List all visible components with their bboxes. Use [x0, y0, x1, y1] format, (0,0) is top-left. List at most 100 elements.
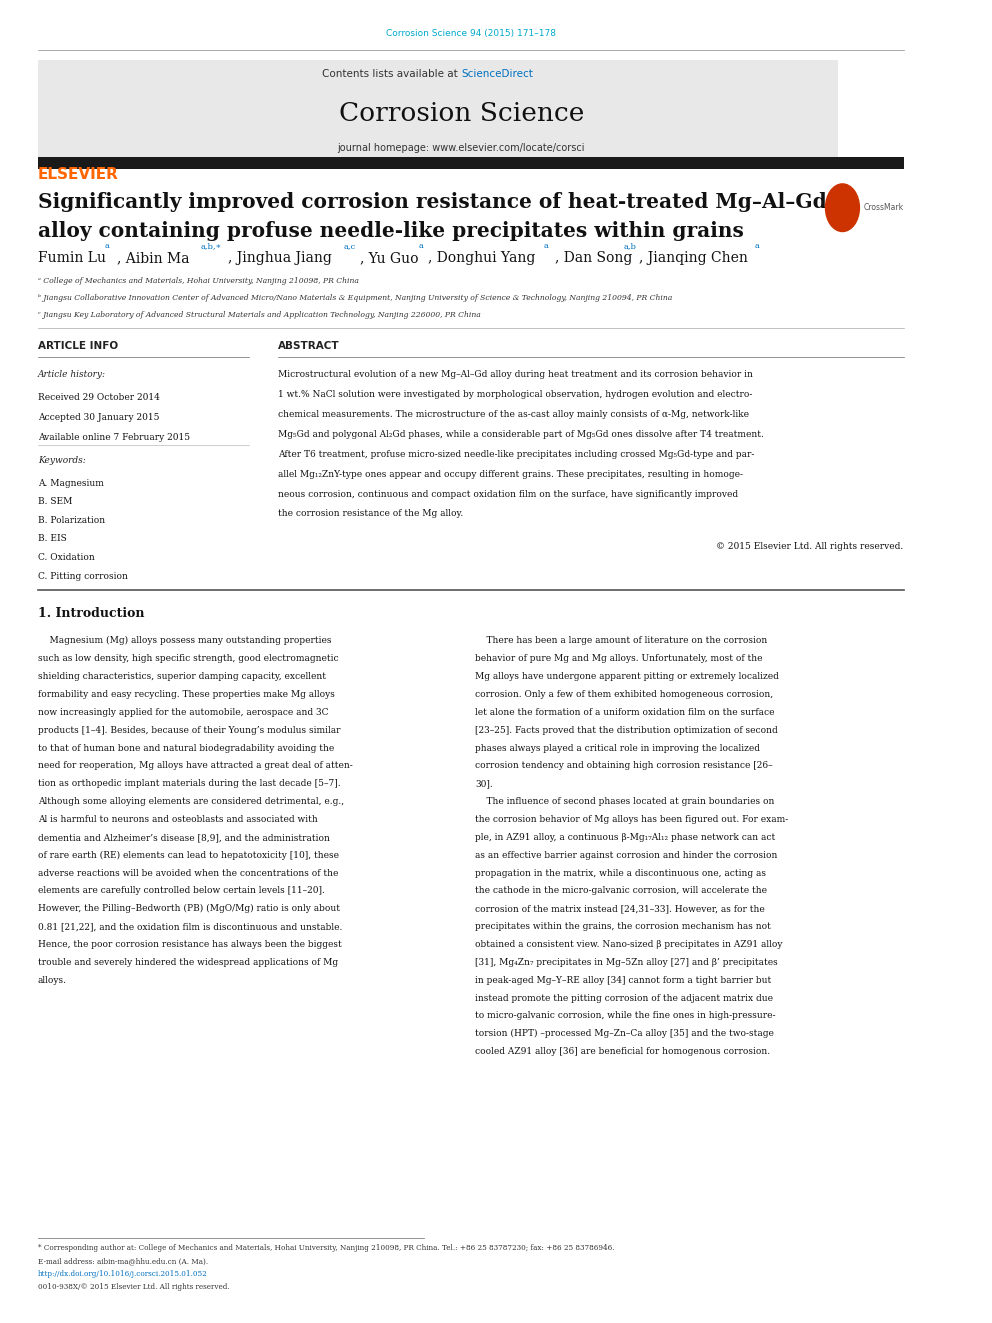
Text: corrosion. Only a few of them exhibited homogeneous corrosion,: corrosion. Only a few of them exhibited …	[475, 691, 774, 699]
Text: B. EIS: B. EIS	[38, 534, 66, 544]
Text: propagation in the matrix, while a discontinuous one, acting as: propagation in the matrix, while a disco…	[475, 868, 767, 877]
Text: let alone the formation of a uniform oxidation film on the surface: let alone the formation of a uniform oxi…	[475, 708, 775, 717]
Text: instead promote the pitting corrosion of the adjacent matrix due: instead promote the pitting corrosion of…	[475, 994, 774, 1003]
Text: CrossMark: CrossMark	[864, 204, 905, 212]
Text: E-mail address: aibin-ma@hhu.edu.cn (A. Ma).: E-mail address: aibin-ma@hhu.edu.cn (A. …	[38, 1257, 207, 1265]
Text: Article history:: Article history:	[38, 370, 106, 380]
Text: After T6 treatment, profuse micro-sized needle-like precipitates including cross: After T6 treatment, profuse micro-sized …	[278, 450, 754, 459]
Text: Significantly improved corrosion resistance of heat-treated Mg–Al–Gd: Significantly improved corrosion resista…	[38, 192, 826, 212]
Text: a: a	[755, 242, 760, 250]
Text: ARTICLE INFO: ARTICLE INFO	[38, 341, 118, 352]
Text: C. Oxidation: C. Oxidation	[38, 553, 94, 562]
Text: trouble and severely hindered the widespread applications of Mg: trouble and severely hindered the widesp…	[38, 958, 338, 967]
Text: Available online 7 February 2015: Available online 7 February 2015	[38, 433, 189, 442]
Text: 0.81 [21,22], and the oxidation film is discontinuous and unstable.: 0.81 [21,22], and the oxidation film is …	[38, 922, 342, 931]
Text: behavior of pure Mg and Mg alloys. Unfortunately, most of the: behavior of pure Mg and Mg alloys. Unfor…	[475, 654, 763, 663]
Text: , Jianqing Chen: , Jianqing Chen	[639, 251, 748, 266]
Text: journal homepage: www.elsevier.com/locate/corsci: journal homepage: www.elsevier.com/locat…	[337, 143, 585, 153]
Text: of rare earth (RE) elements can lead to hepatotoxicity [10], these: of rare earth (RE) elements can lead to …	[38, 851, 338, 860]
Text: a,b: a,b	[624, 242, 637, 250]
Text: Magnesium (Mg) alloys possess many outstanding properties: Magnesium (Mg) alloys possess many outst…	[38, 636, 331, 646]
Text: 0010-938X/© 2015 Elsevier Ltd. All rights reserved.: 0010-938X/© 2015 Elsevier Ltd. All right…	[38, 1283, 229, 1291]
Text: Hence, the poor corrosion resistance has always been the biggest: Hence, the poor corrosion resistance has…	[38, 939, 341, 949]
Text: , Aibin Ma: , Aibin Ma	[117, 251, 189, 266]
Text: to micro-galvanic corrosion, while the fine ones in high-pressure-: to micro-galvanic corrosion, while the f…	[475, 1011, 776, 1020]
Text: C. Pitting corrosion: C. Pitting corrosion	[38, 572, 128, 581]
Text: ScienceDirect: ScienceDirect	[461, 69, 533, 79]
Text: a: a	[104, 242, 109, 250]
Text: shielding characteristics, superior damping capacity, excellent: shielding characteristics, superior damp…	[38, 672, 325, 681]
Text: a: a	[544, 242, 549, 250]
Text: © 2015 Elsevier Ltd. All rights reserved.: © 2015 Elsevier Ltd. All rights reserved…	[716, 542, 904, 552]
Text: cooled AZ91 alloy [36] are beneficial for homogenous corrosion.: cooled AZ91 alloy [36] are beneficial fo…	[475, 1048, 771, 1056]
Text: the corrosion behavior of Mg alloys has been figured out. For exam-: the corrosion behavior of Mg alloys has …	[475, 815, 789, 824]
Text: The influence of second phases located at grain boundaries on: The influence of second phases located a…	[475, 796, 775, 806]
Text: Although some alloying elements are considered detrimental, e.g.,: Although some alloying elements are cons…	[38, 796, 344, 806]
Text: However, the Pilling–Bedworth (PB) (MgO/Mg) ratio is only about: However, the Pilling–Bedworth (PB) (MgO/…	[38, 905, 339, 913]
Text: the corrosion resistance of the Mg alloy.: the corrosion resistance of the Mg alloy…	[278, 509, 463, 519]
Text: Accepted 30 January 2015: Accepted 30 January 2015	[38, 413, 159, 422]
Text: , Yu Guo: , Yu Guo	[359, 251, 418, 266]
Text: 1. Introduction: 1. Introduction	[38, 607, 144, 620]
Text: 30].: 30].	[475, 779, 493, 789]
Text: allel Mg₁₂ZnY-type ones appear and occupy different grains. These precipitates, : allel Mg₁₂ZnY-type ones appear and occup…	[278, 470, 743, 479]
Text: Corrosion Science: Corrosion Science	[338, 101, 584, 126]
Text: adverse reactions will be avoided when the concentrations of the: adverse reactions will be avoided when t…	[38, 868, 338, 877]
Text: [31], Mg₄Zn₇ precipitates in Mg–5Zn alloy [27] and β’ precipitates: [31], Mg₄Zn₇ precipitates in Mg–5Zn allo…	[475, 958, 778, 967]
Text: torsion (HPT) –processed Mg–Zn–Ca alloy [35] and the two-stage: torsion (HPT) –processed Mg–Zn–Ca alloy …	[475, 1029, 774, 1039]
Text: , Jinghua Jiang: , Jinghua Jiang	[228, 251, 331, 266]
Text: ABSTRACT: ABSTRACT	[278, 341, 339, 352]
Text: in peak-aged Mg–Y–RE alloy [34] cannot form a tight barrier but: in peak-aged Mg–Y–RE alloy [34] cannot f…	[475, 976, 772, 984]
Text: [23–25]. Facts proved that the distribution optimization of second: [23–25]. Facts proved that the distribut…	[475, 725, 778, 734]
Text: to that of human bone and natural biodegradability avoiding the: to that of human bone and natural biodeg…	[38, 744, 334, 753]
Text: ᵃ College of Mechanics and Materials, Hohai University, Nanjing 210098, PR China: ᵃ College of Mechanics and Materials, Ho…	[38, 277, 358, 284]
Text: There has been a large amount of literature on the corrosion: There has been a large amount of literat…	[475, 636, 768, 646]
Text: the cathode in the micro-galvanic corrosion, will accelerate the: the cathode in the micro-galvanic corros…	[475, 886, 768, 896]
Circle shape	[825, 184, 859, 232]
Text: formability and easy recycling. These properties make Mg alloys: formability and easy recycling. These pr…	[38, 691, 334, 699]
Text: phases always played a critical role in improving the localized: phases always played a critical role in …	[475, 744, 760, 753]
Text: , Donghui Yang: , Donghui Yang	[429, 251, 536, 266]
Text: alloys.: alloys.	[38, 976, 66, 984]
Text: Al is harmful to neurons and osteoblasts and associated with: Al is harmful to neurons and osteoblasts…	[38, 815, 317, 824]
Text: a: a	[419, 242, 424, 250]
Text: ᵇ Jiangsu Collaborative Innovation Center of Advanced Micro/Nano Materials & Equ: ᵇ Jiangsu Collaborative Innovation Cente…	[38, 294, 672, 302]
Text: Mg alloys have undergone apparent pitting or extremely localized: Mg alloys have undergone apparent pittin…	[475, 672, 780, 681]
FancyBboxPatch shape	[38, 60, 838, 159]
Text: B. Polarization: B. Polarization	[38, 516, 105, 525]
Text: ᶜ Jiangsu Key Laboratory of Advanced Structural Materials and Application Techno: ᶜ Jiangsu Key Laboratory of Advanced Str…	[38, 311, 480, 319]
Text: Contents lists available at: Contents lists available at	[322, 69, 461, 79]
Text: ELSEVIER: ELSEVIER	[38, 167, 118, 181]
Text: products [1–4]. Besides, because of their Young’s modulus similar: products [1–4]. Besides, because of thei…	[38, 725, 340, 734]
Text: tion as orthopedic implant materials during the last decade [5–7].: tion as orthopedic implant materials dur…	[38, 779, 340, 789]
Text: , Dan Song: , Dan Song	[556, 251, 633, 266]
Text: a,b,∗: a,b,∗	[200, 242, 222, 250]
Text: corrosion tendency and obtaining high corrosion resistance [26–: corrosion tendency and obtaining high co…	[475, 762, 773, 770]
Text: alloy containing profuse needle-like precipitates within grains: alloy containing profuse needle-like pre…	[38, 221, 744, 241]
Text: Microstructural evolution of a new Mg–Al–Gd alloy during heat treatment and its : Microstructural evolution of a new Mg–Al…	[278, 370, 753, 380]
Text: a,c: a,c	[343, 242, 356, 250]
Text: such as low density, high specific strength, good electromagnetic: such as low density, high specific stren…	[38, 654, 338, 663]
Text: A. Magnesium: A. Magnesium	[38, 479, 103, 488]
Text: need for reoperation, Mg alloys have attracted a great deal of atten-: need for reoperation, Mg alloys have att…	[38, 762, 352, 770]
Text: http://dx.doi.org/10.1016/j.corsci.2015.01.052: http://dx.doi.org/10.1016/j.corsci.2015.…	[38, 1270, 207, 1278]
Text: neous corrosion, continuous and compact oxidation film on the surface, have sign: neous corrosion, continuous and compact …	[278, 490, 738, 499]
Text: corrosion of the matrix instead [24,31–33]. However, as for the: corrosion of the matrix instead [24,31–3…	[475, 905, 765, 913]
Text: Keywords:: Keywords:	[38, 456, 85, 466]
Text: * Corresponding author at: College of Mechanics and Materials, Hohai University,: * Corresponding author at: College of Me…	[38, 1244, 614, 1252]
Text: now increasingly applied for the automobile, aerospace and 3C: now increasingly applied for the automob…	[38, 708, 328, 717]
Text: as an effective barrier against corrosion and hinder the corrosion: as an effective barrier against corrosio…	[475, 851, 778, 860]
Text: Mg₅Gd and polygonal Al₂Gd phases, while a considerable part of Mg₅Gd ones dissol: Mg₅Gd and polygonal Al₂Gd phases, while …	[278, 430, 764, 439]
Text: precipitates within the grains, the corrosion mechanism has not: precipitates within the grains, the corr…	[475, 922, 771, 931]
Text: Corrosion Science 94 (2015) 171–178: Corrosion Science 94 (2015) 171–178	[386, 29, 556, 38]
Text: chemical measurements. The microstructure of the as-cast alloy mainly consists o: chemical measurements. The microstructur…	[278, 410, 749, 419]
Text: elements are carefully controlled below certain levels [11–20].: elements are carefully controlled below …	[38, 886, 324, 896]
Text: 1 wt.% NaCl solution were investigated by morphological observation, hydrogen ev: 1 wt.% NaCl solution were investigated b…	[278, 390, 752, 400]
Text: dementia and Alzheimer’s disease [8,9], and the administration: dementia and Alzheimer’s disease [8,9], …	[38, 833, 329, 841]
Text: obtained a consistent view. Nano-sized β precipitates in AZ91 alloy: obtained a consistent view. Nano-sized β…	[475, 939, 783, 949]
Text: ple, in AZ91 alloy, a continuous β-Mg₁₇Al₁₂ phase network can act: ple, in AZ91 alloy, a continuous β-Mg₁₇A…	[475, 833, 776, 841]
Text: Received 29 October 2014: Received 29 October 2014	[38, 393, 160, 402]
Text: Fumin Lu: Fumin Lu	[38, 251, 106, 266]
Text: B. SEM: B. SEM	[38, 497, 72, 507]
Bar	[38, 157, 904, 169]
